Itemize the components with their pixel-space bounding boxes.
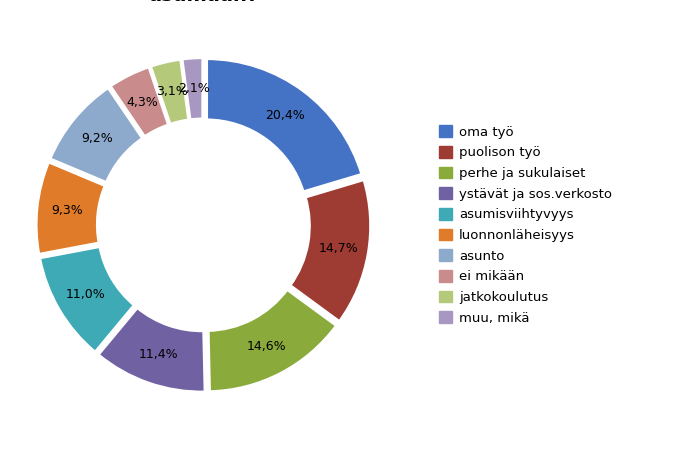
Text: 9,3%: 9,3% [52,204,83,217]
Wedge shape [182,58,203,120]
Wedge shape [290,179,371,322]
Text: 11,4%: 11,4% [138,347,178,360]
Wedge shape [36,162,106,255]
Text: 11,0%: 11,0% [66,288,106,301]
Text: 9,2%: 9,2% [82,132,113,145]
Text: 4,3%: 4,3% [127,96,159,109]
Text: 20,4%: 20,4% [265,109,305,122]
Wedge shape [110,67,169,137]
Legend: oma työ, puolison työ, perhe ja sukulaiset, ystävät ja sos.verkosto, asumisviiht: oma työ, puolison työ, perhe ja sukulais… [434,120,617,330]
Text: 14,7%: 14,7% [318,242,358,255]
Wedge shape [49,87,143,183]
Wedge shape [206,58,362,192]
Wedge shape [98,307,205,392]
Text: 3,1%: 3,1% [157,86,188,99]
Wedge shape [39,246,135,353]
Wedge shape [208,289,337,392]
Text: 14,6%: 14,6% [247,340,286,353]
Text: 2,1%: 2,1% [178,82,210,95]
Wedge shape [150,59,189,125]
Title: Mitkä tekijät saisivat sinut asettumaan Etelä-Savoon
asumaan?: Mitkä tekijät saisivat sinut asettumaan … [0,0,494,5]
